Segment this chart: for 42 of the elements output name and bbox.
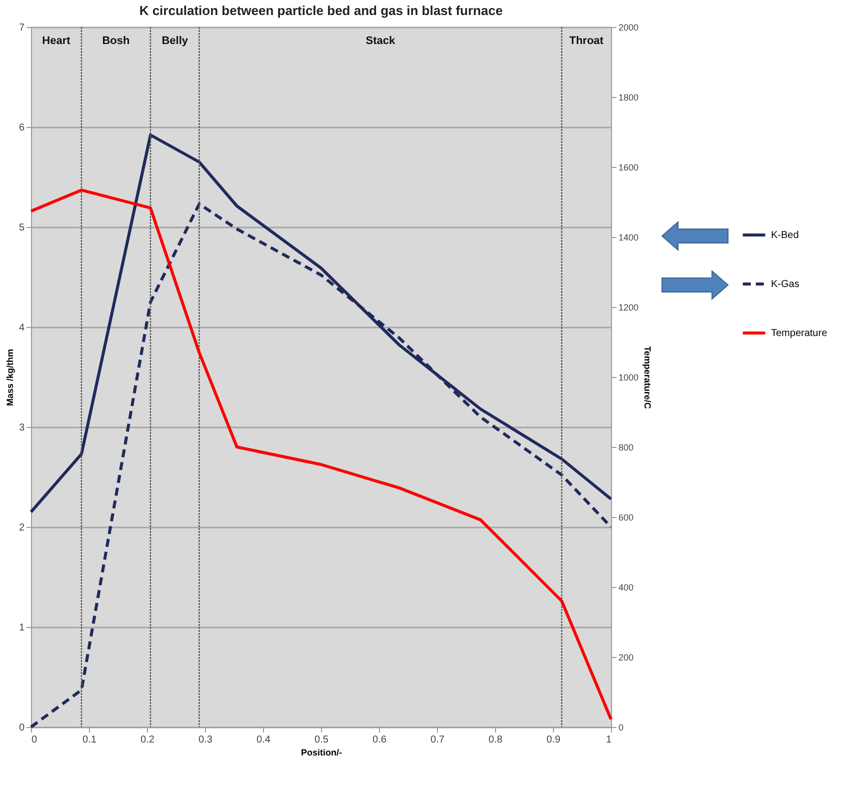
legend-label: Temperature <box>771 328 828 339</box>
y-tick-label: 7 <box>18 22 25 34</box>
x-tick-label: 1 <box>606 734 612 746</box>
x-tick-label: 0.4 <box>256 734 271 746</box>
annotation: Bosh <box>102 35 130 47</box>
legend-label: K-Gas <box>771 279 800 290</box>
y2-tick-label: 1600 <box>618 162 639 172</box>
y-tick-label: 4 <box>18 322 25 334</box>
annotation: Heart <box>42 35 71 47</box>
x-tick-label: 0.8 <box>488 734 503 746</box>
annotation: Throat <box>569 35 604 47</box>
y2-tick-label: 1400 <box>618 232 639 242</box>
x-axis-title: Position/- <box>301 748 342 758</box>
y2-tick-label: 200 <box>618 652 634 662</box>
y2-tick-label: 1200 <box>618 302 639 312</box>
y-tick-label: 3 <box>18 422 25 434</box>
y2-tick-label: 1800 <box>618 92 639 102</box>
y2-tick-label: 400 <box>618 582 634 592</box>
x-tick-label: 0.6 <box>372 734 387 746</box>
annotation: Stack <box>366 35 396 47</box>
x-tick-label: 0 <box>32 734 38 746</box>
annotation: Belly <box>162 35 189 47</box>
y2-tick-label: 0 <box>618 722 624 732</box>
y-tick-label: 0 <box>18 722 25 734</box>
y-tick-label: 1 <box>18 622 25 634</box>
x-tick-label: 0.9 <box>546 734 561 746</box>
y-tick-label: 2 <box>18 522 25 534</box>
y-tick-label: 6 <box>18 122 25 134</box>
chart-title: K circulation between particle bed and gas in blast furnace <box>139 3 503 18</box>
y-axis-title: Mass /kg/thm <box>4 348 15 406</box>
y2-tick-label: 600 <box>618 512 634 522</box>
y2-tick-label: 2000 <box>618 22 639 32</box>
x-tick-label: 0.3 <box>198 734 213 746</box>
y-tick-label: 5 <box>18 222 25 234</box>
x-tick-label: 0.5 <box>314 734 329 746</box>
y2-tick-label: 800 <box>618 442 634 452</box>
y2-tick-label: 1000 <box>618 372 639 382</box>
x-tick-label: 0.1 <box>82 734 97 746</box>
x-tick-label: 0.2 <box>140 734 155 746</box>
legend-label: K-Bed <box>771 230 799 241</box>
y2-axis-title: Temperature/C <box>642 346 653 410</box>
x-tick-label: 0.7 <box>430 734 445 746</box>
